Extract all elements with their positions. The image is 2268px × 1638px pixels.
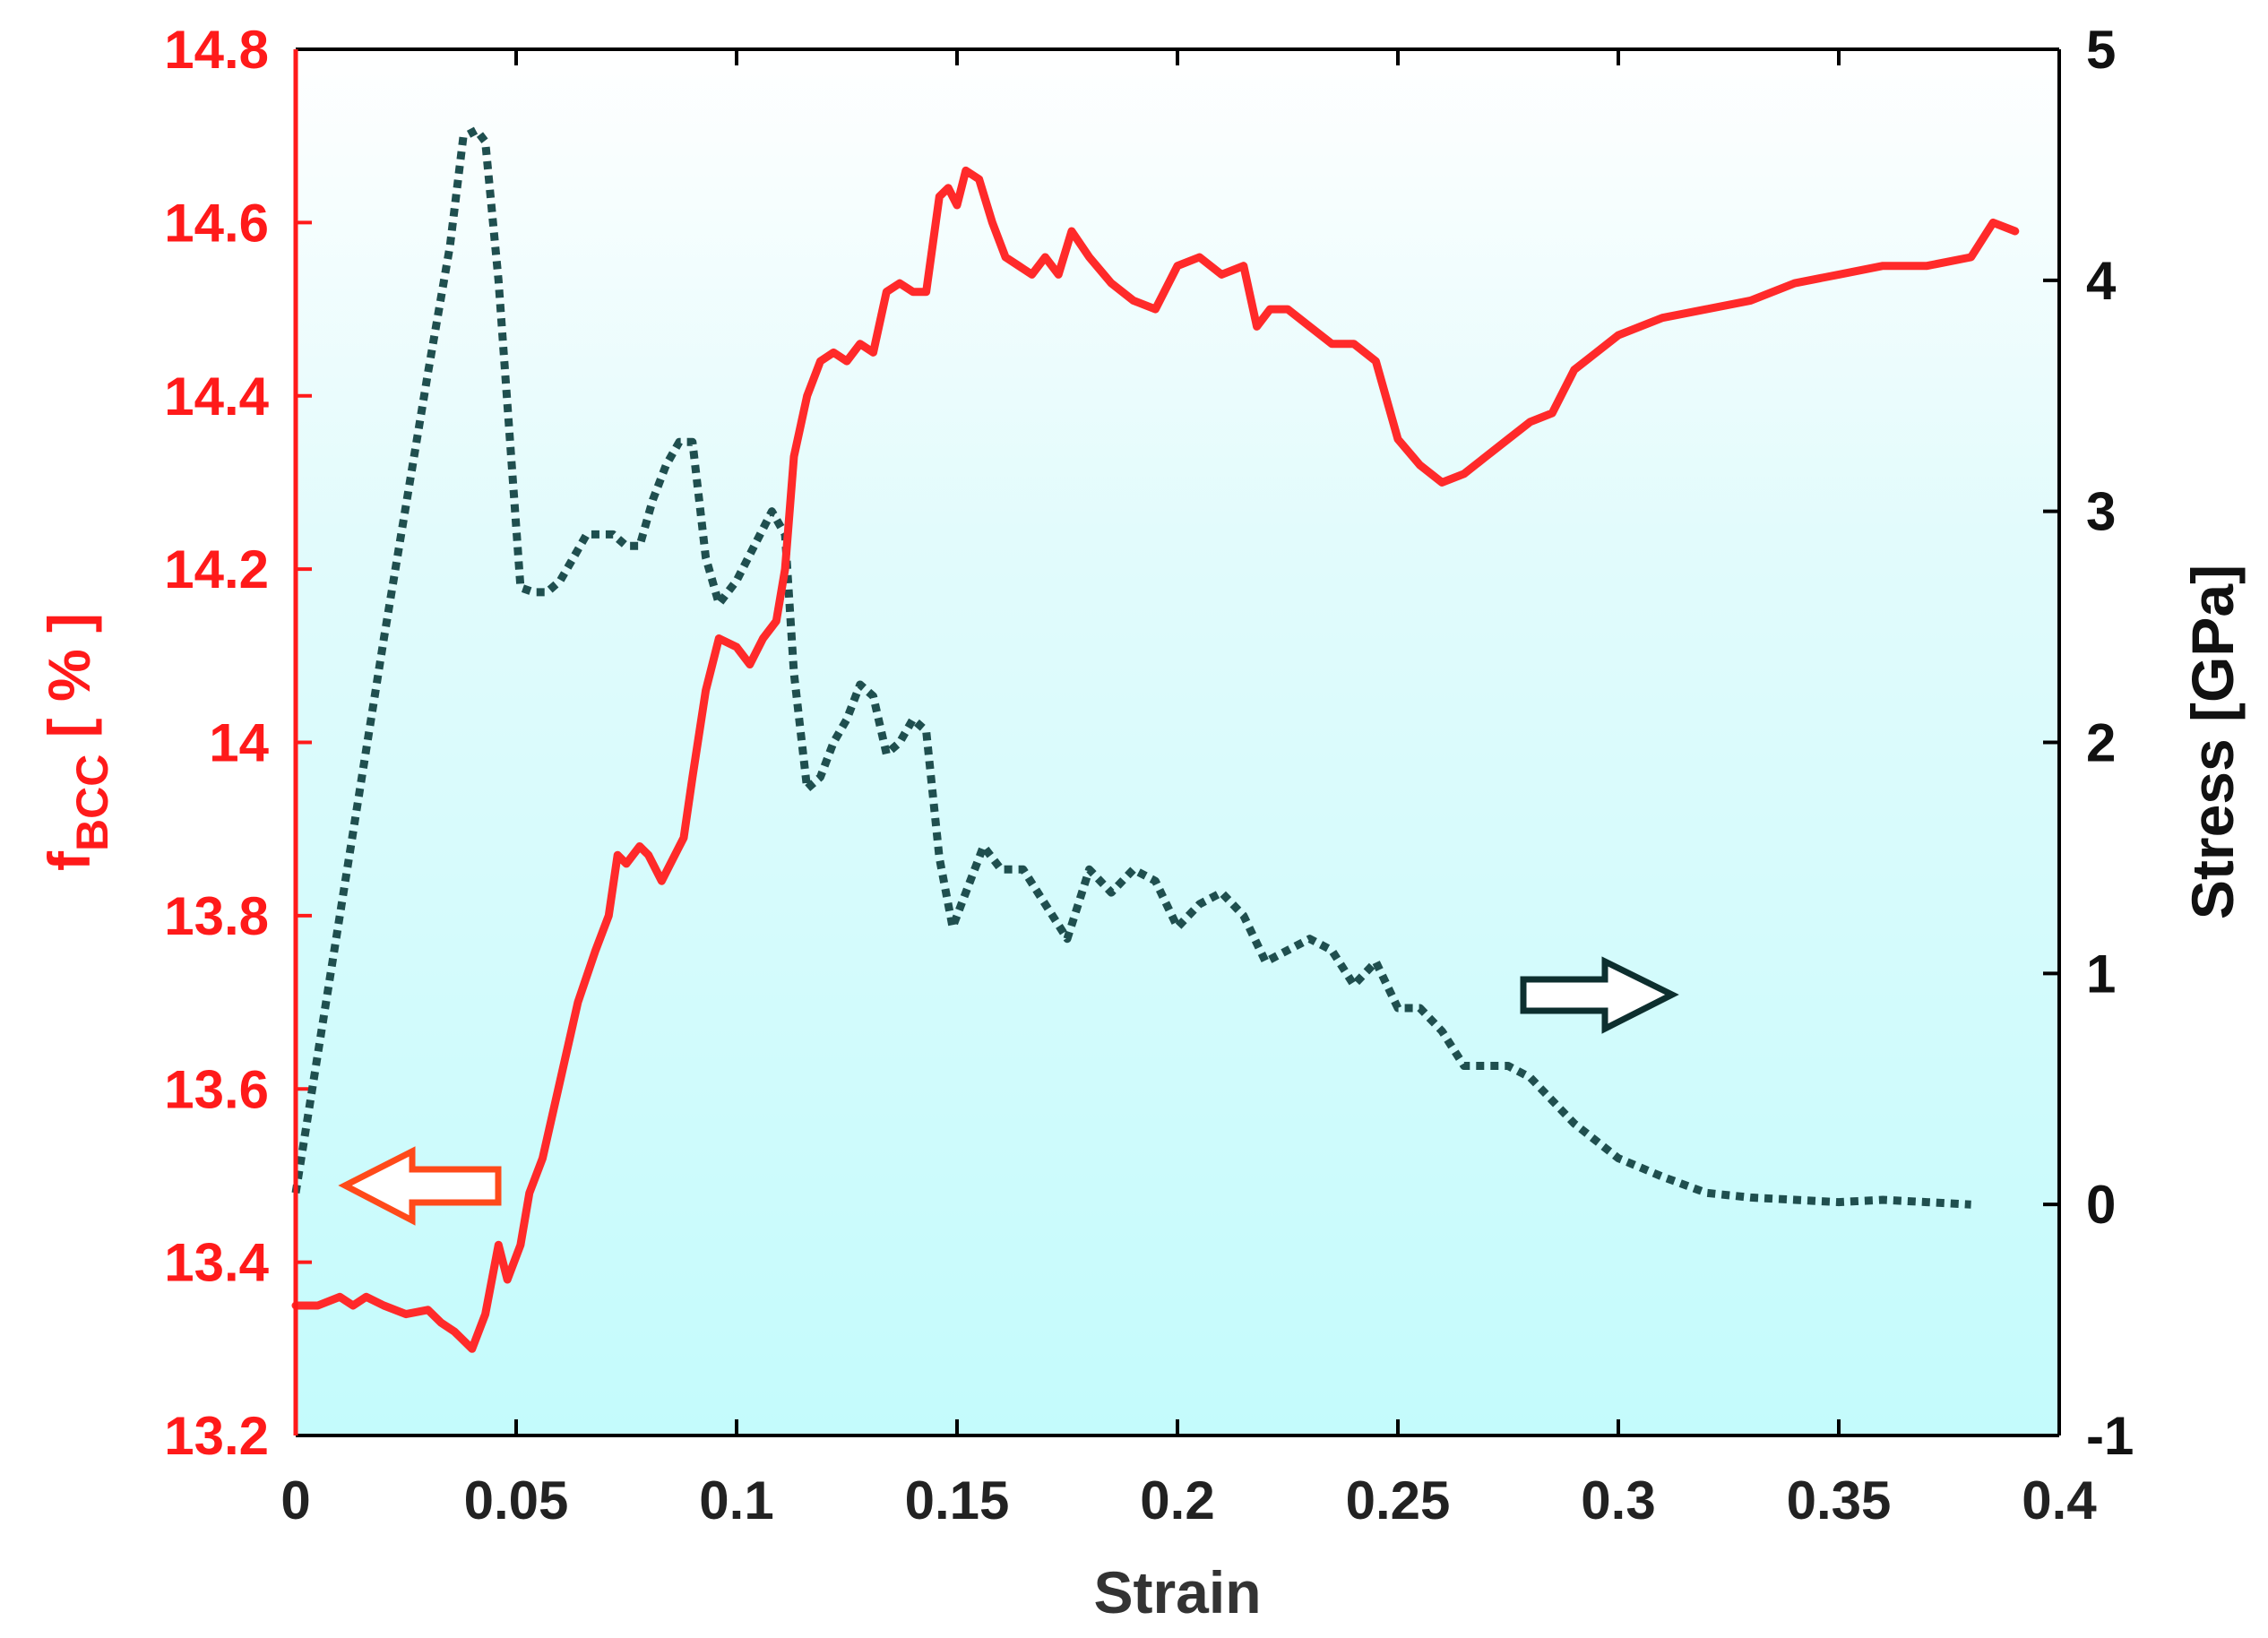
x-axis-label: Strain — [1093, 1559, 1261, 1625]
x-tick-label: 0.15 — [905, 1470, 1010, 1530]
right-axis-label: Stress [GPa] — [2179, 565, 2246, 919]
x-tick-label: 0.35 — [1787, 1470, 1892, 1530]
x-tick-label: 0 — [280, 1470, 310, 1530]
x-tick-label: 0.4 — [2022, 1470, 2097, 1530]
right-tick-label: 5 — [2086, 20, 2116, 80]
left-axis-label-sub: BCC — [67, 754, 117, 851]
left-tick-label: 14 — [209, 713, 269, 773]
left-axis-label-main: f — [36, 850, 102, 871]
x-axis-ticks: 0 0.05 0.1 0.15 0.2 0.25 0.3 0.35 0.4 — [280, 49, 2097, 1530]
x-tick-label: 0.1 — [699, 1470, 773, 1530]
right-tick-label: 1 — [2086, 944, 2116, 1004]
fbcc-series-line — [291, 166, 2020, 1353]
right-arrow-icon — [1520, 956, 1679, 1034]
left-tick-label: 13.8 — [164, 886, 269, 946]
left-axis-ticks: 13.2 13.4 13.6 13.8 14 14.2 14.4 14.6 14.8 — [164, 20, 312, 1466]
left-tick-label: 13.6 — [164, 1059, 269, 1119]
right-tick-label: 0 — [2086, 1175, 2116, 1235]
right-tick-label: 3 — [2086, 482, 2116, 542]
x-tick-label: 0.05 — [464, 1470, 569, 1530]
left-tick-label: 13.4 — [164, 1233, 269, 1293]
left-tick-label: 13.2 — [164, 1406, 269, 1466]
right-tick-label: 2 — [2086, 713, 2116, 773]
left-axis-label-unit: [ % ] — [36, 613, 102, 754]
right-tick-label: -1 — [2086, 1406, 2134, 1466]
right-axis-ticks: -1 0 1 2 3 4 5 — [2043, 20, 2134, 1466]
left-tick-label: 14.6 — [164, 193, 269, 253]
x-tick-label: 0.2 — [1140, 1470, 1214, 1530]
plot-area — [296, 49, 2059, 1435]
left-axis-label: fBCC [ % ] — [36, 613, 117, 871]
stress-series-line — [291, 125, 1971, 1209]
x-tick-label: 0.3 — [1581, 1470, 1655, 1530]
left-tick-label: 14.2 — [164, 539, 269, 599]
x-tick-label: 0.25 — [1346, 1470, 1451, 1530]
left-tick-label: 14.8 — [164, 20, 269, 80]
right-tick-label: 4 — [2086, 251, 2117, 311]
left-arrow-icon — [338, 1146, 502, 1226]
left-tick-label: 14.4 — [164, 366, 269, 427]
